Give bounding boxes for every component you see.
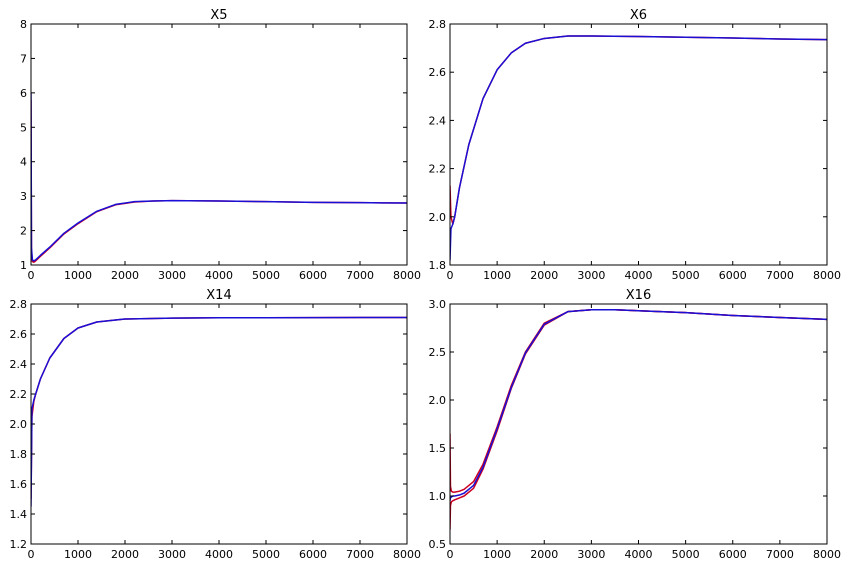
y-tick-label: 1.4 [10, 508, 28, 521]
x-tick-label: 3000 [158, 269, 186, 282]
chart-panel-x14: 0 1000 2000 3000 4000 5000 6000 7000 8000 1.2 1.4 1… [10, 288, 422, 561]
y-tick-label: 1 [20, 259, 27, 272]
x-tick-label: 0 [447, 269, 454, 282]
x-tick-label: 8000 [813, 548, 841, 561]
chart-title: X16 [626, 288, 651, 303]
x-tick-label: 6000 [719, 548, 747, 561]
series-line-2 [31, 316, 407, 507]
y-tick-label: 1.8 [429, 259, 447, 272]
y-tick-label: 4 [20, 156, 27, 169]
x-tick-label: 7000 [766, 548, 794, 561]
x-tick-label: 1000 [64, 548, 92, 561]
x-tick-label: 8000 [393, 269, 421, 282]
y-tick-label: 2.6 [10, 328, 28, 341]
y-tick-label: 5 [20, 121, 27, 134]
x-tick-label: 1000 [64, 269, 92, 282]
x-tick-label: 7000 [346, 548, 374, 561]
y-tick-label: 2.4 [429, 114, 447, 127]
y-tick-label: 2.5 [429, 346, 447, 359]
x-tick-label: 2000 [530, 548, 558, 561]
plot-frame [30, 303, 408, 545]
x-tick-label: 6000 [719, 269, 747, 282]
y-tick-label: 3 [20, 190, 27, 203]
plot-frame [449, 303, 828, 545]
x-tick-label: 7000 [766, 269, 794, 282]
y-tick-label: 2.0 [10, 418, 28, 431]
x-tick-label: 2000 [111, 269, 139, 282]
y-tick-label: 1.8 [10, 448, 28, 461]
x-tick-label: 5000 [252, 269, 280, 282]
x-tick-label: 6000 [299, 548, 327, 561]
x-tick-label: 0 [28, 269, 35, 282]
x-tick-label: 4000 [205, 548, 233, 561]
x-tick-label: 3000 [158, 548, 186, 561]
series-line-2 [31, 92, 407, 262]
series-line-3 [450, 309, 827, 501]
x-tick-label: 1000 [483, 269, 511, 282]
x-tick-label: 6000 [299, 269, 327, 282]
chart-title: X6 [630, 8, 647, 23]
chart-panel-x16: 0 1000 2000 3000 4000 5000 6000 7000 8000 0.5 1.0 1… [429, 288, 842, 561]
y-tick-label: 2.8 [10, 298, 28, 311]
chart-panel-x6: 0 1000 2000 3000 4000 5000 6000 7000 8000 1.8 2.0 2… [429, 8, 842, 282]
x-tick-label: 4000 [625, 548, 653, 561]
x-tick-label: 3000 [577, 548, 605, 561]
plot-frame [30, 23, 408, 266]
x-tick-label: 0 [28, 548, 35, 561]
x-tick-label: 8000 [393, 548, 421, 561]
y-tick-label: 2.6 [429, 66, 447, 79]
y-tick-label: 2.0 [429, 211, 447, 224]
series-line-1 [31, 99, 407, 263]
x-tick-label: 5000 [252, 548, 280, 561]
series-line-2 [450, 309, 827, 530]
x-tick-label: 7000 [346, 269, 374, 282]
y-tick-label: 2.2 [10, 388, 28, 401]
series-line-1 [450, 35, 827, 225]
y-tick-label: 1.0 [429, 490, 447, 503]
series-line-1 [31, 316, 407, 500]
x-tick-label: 3000 [577, 269, 605, 282]
chart-title: X5 [210, 8, 227, 23]
x-tick-label: 4000 [625, 269, 653, 282]
y-tick-label: 2 [20, 225, 27, 238]
x-tick-label: 8000 [813, 269, 841, 282]
y-tick-label: 2.2 [429, 163, 447, 176]
chart-title: X14 [206, 288, 231, 303]
y-tick-label: 2.0 [429, 394, 447, 407]
chart-panel-x5: 0 1000 2000 3000 4000 5000 6000 7000 8000 1 2 3 4 5 6 7… [20, 8, 421, 282]
y-tick-label: 6 [20, 87, 27, 100]
series-line-2 [450, 35, 827, 261]
x-tick-label: 5000 [672, 269, 700, 282]
y-tick-label: 0.5 [429, 538, 447, 551]
x-tick-label: 1000 [483, 548, 511, 561]
y-tick-label: 1.5 [429, 442, 447, 455]
plot-frame [449, 23, 828, 266]
x-tick-label: 5000 [672, 548, 700, 561]
y-tick-label: 3.0 [429, 298, 447, 311]
y-tick-label: 1.2 [10, 538, 28, 551]
y-tick-label: 8 [20, 18, 27, 31]
y-tick-label: 2.4 [10, 358, 28, 371]
x-tick-label: 2000 [111, 548, 139, 561]
x-tick-label: 0 [447, 548, 454, 561]
x-tick-label: 4000 [205, 269, 233, 282]
x-tick-label: 2000 [530, 269, 558, 282]
y-tick-label: 7 [20, 52, 27, 65]
y-tick-label: 1.6 [10, 478, 28, 491]
y-tick-label: 2.8 [429, 18, 447, 31]
